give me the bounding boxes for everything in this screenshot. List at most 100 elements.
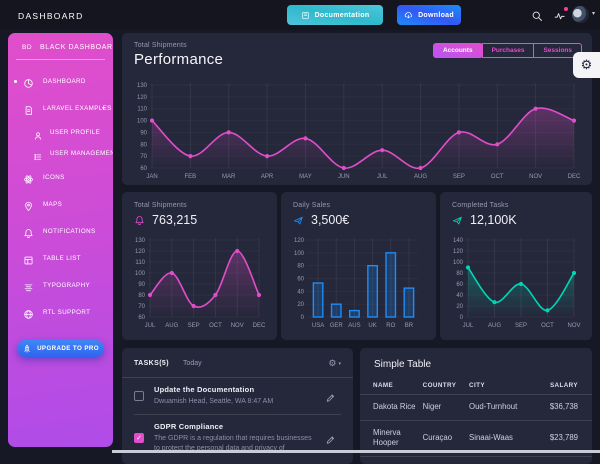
table-row: Dakota Rice Niger Oud-Turnhout $36,738 xyxy=(360,394,592,421)
svg-text:NOV: NOV xyxy=(529,174,542,180)
svg-text:140: 140 xyxy=(453,238,464,244)
sidebar-item-label: ICONS xyxy=(43,174,65,181)
upgrade-to-pro-button[interactable]: UPGRADE TO PRO xyxy=(17,340,104,357)
typography-icon xyxy=(23,280,34,292)
svg-text:FEB: FEB xyxy=(185,174,197,180)
svg-text:40: 40 xyxy=(297,289,304,295)
sidebar-item-label: NOTIFICATIONS xyxy=(43,228,96,235)
task-checkbox[interactable]: ✓ xyxy=(134,433,144,443)
download-button[interactable]: Download xyxy=(397,5,461,25)
sidebar-item-user-management[interactable]: USER MANAGEMENT xyxy=(8,143,113,164)
sidebar-item-notifications[interactable]: NOTIFICATIONS xyxy=(8,218,113,245)
performance-card-title: Performance xyxy=(134,51,224,68)
performance-card-category: Total Shipments xyxy=(134,42,187,49)
sidebar-item-label: TYPOGRAPHY xyxy=(43,282,90,289)
tab-accounts[interactable]: Accounts xyxy=(432,43,483,58)
svg-text:RO: RO xyxy=(386,323,395,329)
task-list: Update the Documentation Dwuamish Head, S… xyxy=(134,378,341,461)
table-title: Simple Table xyxy=(374,359,432,370)
performance-tab-group: Accounts Purchases Sessions xyxy=(432,43,582,58)
pin-icon xyxy=(23,199,34,212)
sidebar-item-user-profile[interactable]: USER PROFILE xyxy=(8,122,113,143)
svg-text:OCT: OCT xyxy=(491,174,504,180)
completed-tasks-chart: 0 20 40 60 80 100 120 140 JUL AUG SEP OCT NOV xyxy=(453,238,581,329)
stat-label: Daily Sales xyxy=(293,202,331,209)
svg-text:60: 60 xyxy=(297,277,304,283)
svg-text:DEC: DEC xyxy=(568,174,581,180)
tab-sessions[interactable]: Sessions xyxy=(533,43,582,58)
svg-text:120: 120 xyxy=(135,249,146,255)
sidebar-nav: DASHBOARD LARAVEL EXAMPLES ▾ USER PROFILE US… xyxy=(8,68,113,326)
tasks-title: TASKS(5) xyxy=(134,360,169,367)
svg-text:JAN: JAN xyxy=(146,174,157,180)
sidebar-title[interactable]: BLACK DASHBOARD xyxy=(40,44,113,51)
sidebar-item-label: DASHBOARD xyxy=(43,78,86,85)
sidebar-item-label: RTL SUPPORT xyxy=(43,309,91,316)
bell-icon xyxy=(134,215,145,226)
bell-icon xyxy=(23,226,34,238)
stat-value: 3,500€ xyxy=(311,213,350,227)
tasks-settings-button[interactable]: ⚙ ▾ xyxy=(328,358,341,369)
tasks-subtitle: Today xyxy=(182,360,202,367)
edit-pencil-icon[interactable] xyxy=(325,432,336,444)
notifications-icon[interactable] xyxy=(554,7,568,21)
sidebar-item-table-list[interactable]: TABLE LIST xyxy=(8,245,113,272)
table-cell: Niger xyxy=(422,394,470,421)
svg-text:100: 100 xyxy=(135,271,146,277)
sidebar-item-laravel-examples[interactable]: LARAVEL EXAMPLES ▾ xyxy=(8,95,113,122)
svg-text:80: 80 xyxy=(138,293,145,299)
svg-text:AUG: AUG xyxy=(488,323,501,329)
tab-purchases[interactable]: Purchases xyxy=(481,43,535,58)
caret-down-icon: ▾ xyxy=(101,106,105,112)
task-description: Dwuamish Head, Seattle, WA 8:47 AM xyxy=(154,398,274,405)
sidebar-header: BD BLACK DASHBOARD xyxy=(8,33,113,59)
navbar: DASHBOARD Documentation Download ▾ xyxy=(0,0,600,30)
documentation-button-label: Documentation xyxy=(314,11,370,19)
svg-text:GER: GER xyxy=(330,323,344,329)
sidebar-item-typography[interactable]: TYPOGRAPHY xyxy=(8,272,113,299)
gear-icon: ⚙ xyxy=(328,358,337,368)
task-title: GDPR Compliance xyxy=(154,421,224,431)
total-shipments-chart: 60 70 80 90 100 110 120 130 JUL AUG SEP OCT NOV DEC xyxy=(135,238,266,329)
download-button-label: Download xyxy=(418,11,454,19)
documentation-button[interactable]: Documentation xyxy=(287,5,383,25)
edit-pencil-icon[interactable] xyxy=(325,390,336,402)
daily-sales-card: Daily Sales 3,500€ 0 20 40 60 80 100 120 USA GER… xyxy=(281,192,436,340)
svg-text:80: 80 xyxy=(140,142,147,148)
avatar[interactable] xyxy=(572,6,589,23)
task-title: Update the Documentation xyxy=(154,385,255,394)
search-icon[interactable] xyxy=(531,9,543,21)
svg-text:NOV: NOV xyxy=(567,323,580,329)
svg-text:UK: UK xyxy=(368,323,376,329)
column-header-salary: SALARY xyxy=(536,379,592,395)
svg-text:MAR: MAR xyxy=(222,174,236,180)
svg-text:MAY: MAY xyxy=(299,174,312,180)
svg-text:60: 60 xyxy=(138,315,145,321)
svg-text:120: 120 xyxy=(294,238,305,244)
gear-icon: ⚙ xyxy=(580,57,593,72)
column-header-name: NAME xyxy=(360,379,423,395)
task-checkbox[interactable] xyxy=(134,391,144,402)
sidebar-item-maps[interactable]: MAPS xyxy=(8,191,113,218)
svg-text:80: 80 xyxy=(297,264,304,270)
svg-text:JUN: JUN xyxy=(338,174,350,180)
sidebar-logo[interactable]: BD xyxy=(22,44,33,51)
svg-text:0: 0 xyxy=(301,315,305,321)
table-icon xyxy=(23,253,34,265)
sidebar-item-rtl-support[interactable]: RTL SUPPORT xyxy=(8,299,113,326)
stat-value-row: 3,500€ xyxy=(293,213,424,227)
sidebar-item-label: MAPS xyxy=(43,201,63,208)
svg-text:110: 110 xyxy=(137,107,147,113)
notification-dot xyxy=(564,7,568,11)
sidebar-item-icons[interactable]: ICONS xyxy=(8,164,113,191)
table-cell: $36,738 xyxy=(536,394,592,421)
sidebar: BD BLACK DASHBOARD DASHBOARD LARAVEL EXAM… xyxy=(8,33,113,447)
tasks-header-divider xyxy=(122,377,353,378)
caret-down-icon[interactable]: ▾ xyxy=(592,11,596,17)
svg-text:70: 70 xyxy=(140,154,147,160)
horizontal-scrollbar[interactable] xyxy=(112,450,600,453)
sidebar-item-dashboard[interactable]: DASHBOARD xyxy=(8,68,113,95)
settings-button[interactable]: ⚙ xyxy=(573,52,600,78)
table-cell: Dakota Rice xyxy=(360,394,423,421)
sidebar-item-label: USER MANAGEMENT xyxy=(50,150,113,157)
